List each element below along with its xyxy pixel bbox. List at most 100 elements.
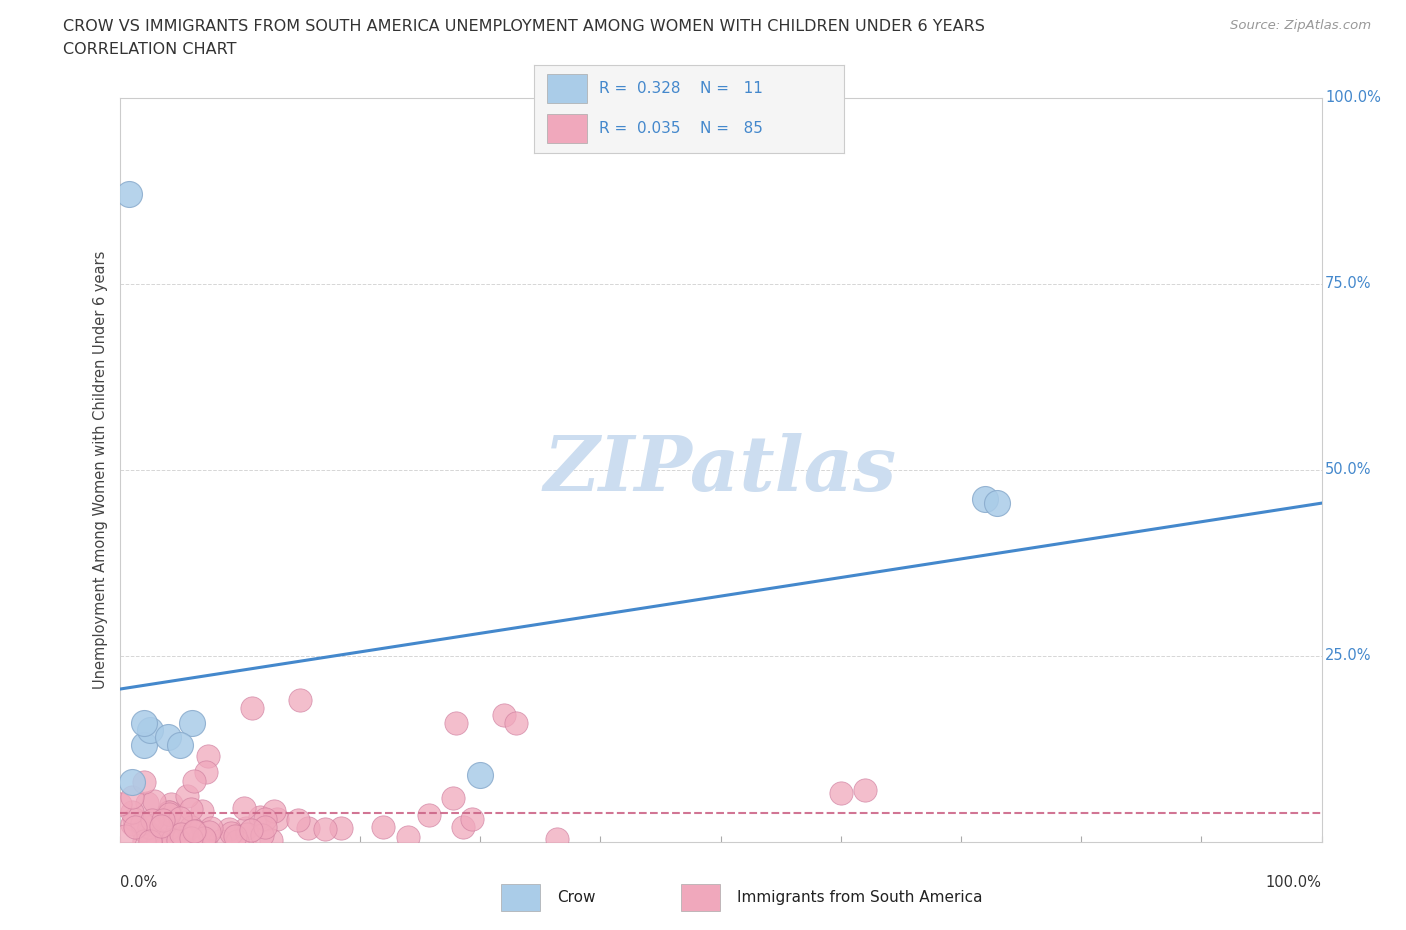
- Point: [174, 815, 197, 830]
- Point: [156, 730, 179, 745]
- Point: [121, 816, 143, 830]
- Point: [253, 820, 276, 835]
- Point: [170, 827, 193, 842]
- Point: [180, 715, 202, 730]
- Point: [131, 816, 153, 830]
- Bar: [501, 884, 540, 911]
- Point: [124, 819, 146, 834]
- Text: 25.0%: 25.0%: [1326, 648, 1372, 663]
- Point: [235, 827, 257, 842]
- Point: [468, 767, 492, 782]
- Point: [132, 833, 155, 848]
- Y-axis label: Unemployment Among Women with Children Under 6 years: Unemployment Among Women with Children U…: [93, 250, 108, 689]
- Point: [974, 492, 997, 507]
- Point: [121, 804, 143, 819]
- Point: [191, 804, 214, 818]
- Text: CORRELATION CHART: CORRELATION CHART: [63, 42, 236, 57]
- Text: CROW VS IMMIGRANTS FROM SOUTH AMERICA UNEMPLOYMENT AMONG WOMEN WITH CHILDREN UND: CROW VS IMMIGRANTS FROM SOUTH AMERICA UN…: [63, 19, 986, 33]
- Point: [263, 804, 285, 818]
- Point: [122, 812, 145, 827]
- Point: [451, 819, 474, 834]
- Point: [157, 821, 180, 836]
- Point: [156, 831, 179, 846]
- Text: 0.0%: 0.0%: [120, 875, 156, 890]
- Point: [153, 818, 176, 833]
- Point: [141, 812, 163, 827]
- Point: [180, 819, 202, 834]
- Point: [226, 833, 249, 848]
- Point: [209, 833, 232, 848]
- Point: [253, 812, 276, 827]
- Text: Immigrants from South America: Immigrants from South America: [737, 890, 983, 905]
- Point: [830, 786, 852, 801]
- Point: [219, 826, 242, 841]
- Point: [396, 830, 419, 844]
- Point: [121, 790, 143, 804]
- Point: [132, 822, 155, 837]
- Point: [195, 765, 218, 780]
- Point: [986, 496, 1008, 511]
- Point: [288, 693, 311, 708]
- Text: 75.0%: 75.0%: [1326, 276, 1372, 291]
- Point: [266, 812, 288, 827]
- Point: [250, 828, 273, 843]
- Point: [157, 804, 180, 819]
- Point: [239, 823, 262, 838]
- Point: [136, 795, 159, 810]
- Point: [224, 829, 246, 844]
- Point: [183, 824, 205, 839]
- Point: [444, 715, 467, 730]
- Point: [157, 807, 180, 822]
- Point: [314, 821, 336, 836]
- Point: [167, 832, 190, 847]
- Point: [240, 700, 263, 715]
- Point: [160, 797, 183, 812]
- Point: [193, 830, 215, 845]
- Bar: [547, 113, 586, 143]
- Point: [176, 789, 198, 804]
- Point: [132, 715, 155, 730]
- Point: [494, 708, 516, 723]
- Point: [114, 829, 136, 844]
- Point: [169, 737, 191, 752]
- Point: [218, 821, 240, 836]
- Bar: [681, 884, 720, 911]
- Bar: [547, 74, 586, 103]
- Point: [138, 819, 160, 834]
- Point: [232, 801, 254, 816]
- Text: ZIPatlas: ZIPatlas: [544, 432, 897, 507]
- Point: [249, 809, 271, 824]
- Point: [200, 820, 222, 835]
- Text: Source: ZipAtlas.com: Source: ZipAtlas.com: [1230, 19, 1371, 32]
- Point: [139, 833, 162, 848]
- Point: [157, 804, 180, 819]
- Point: [183, 773, 205, 788]
- Text: 100.0%: 100.0%: [1326, 90, 1381, 105]
- Point: [136, 826, 159, 841]
- Point: [287, 813, 309, 828]
- Point: [143, 793, 166, 808]
- Point: [329, 820, 352, 835]
- Point: [259, 832, 281, 847]
- Point: [108, 797, 131, 812]
- Point: [141, 828, 163, 843]
- Point: [138, 826, 160, 841]
- Point: [173, 830, 195, 844]
- Point: [546, 832, 568, 847]
- Point: [460, 812, 482, 827]
- Point: [418, 807, 440, 822]
- Point: [184, 823, 207, 838]
- Point: [193, 833, 215, 848]
- Point: [169, 810, 191, 825]
- Text: R =  0.035    N =   85: R = 0.035 N = 85: [599, 121, 763, 136]
- Point: [132, 775, 155, 790]
- Point: [853, 782, 876, 797]
- Point: [150, 818, 173, 833]
- Point: [138, 723, 160, 737]
- Point: [180, 802, 202, 817]
- Text: 50.0%: 50.0%: [1326, 462, 1372, 477]
- Point: [152, 812, 174, 827]
- Text: 100.0%: 100.0%: [1265, 875, 1322, 890]
- Point: [441, 791, 464, 806]
- Point: [162, 831, 184, 846]
